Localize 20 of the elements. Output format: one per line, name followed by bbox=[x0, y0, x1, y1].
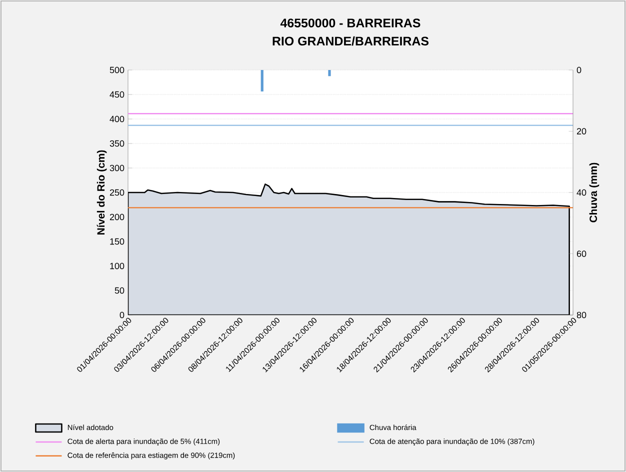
y-tick-label: 500 bbox=[110, 66, 124, 74]
chart-title: 46550000 - BARREIRAS bbox=[280, 18, 420, 28]
y-tick-label: 350 bbox=[110, 140, 124, 147]
y-tick-label: 0 bbox=[120, 312, 124, 318]
y-axis-title: Nível do Rio (cm) bbox=[96, 150, 107, 235]
y-tick-label: 400 bbox=[110, 116, 124, 122]
y2-tick-label: 40 bbox=[576, 189, 586, 196]
y2-tick-label: 80 bbox=[576, 312, 586, 318]
y-tick-label: 150 bbox=[110, 238, 124, 245]
y2-tick-label: 0 bbox=[576, 66, 582, 74]
y2-tick-label: 20 bbox=[576, 128, 586, 134]
y2-tick-label: 60 bbox=[576, 250, 586, 257]
y-tick-label: 50 bbox=[114, 287, 124, 294]
y-tick-label: 100 bbox=[110, 262, 124, 270]
y-tick-label: 300 bbox=[110, 164, 124, 172]
chart-subtitle: RIO GRANDE/BARREIRAS bbox=[272, 36, 429, 46]
y-tick-label: 200 bbox=[110, 214, 124, 220]
y2-axis-title: Chuva (mm) bbox=[589, 162, 600, 222]
y-tick-label: 450 bbox=[110, 91, 124, 98]
y-tick-label: 250 bbox=[110, 189, 124, 196]
